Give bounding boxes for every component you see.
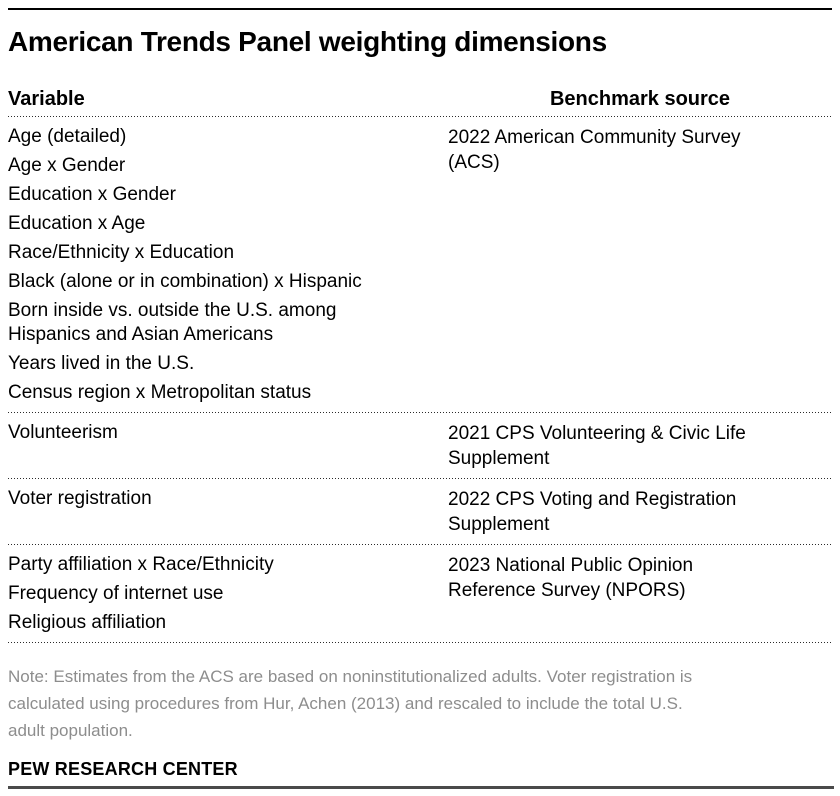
variable-cell: Age (detailed) — [8, 126, 127, 147]
footer-brand: PEW RESEARCH CENTER — [8, 759, 238, 779]
variable-cell: Voter registration — [8, 488, 152, 509]
column-header-benchmark-source: Benchmark source — [549, 88, 731, 110]
variable-cell: Education x Gender — [8, 184, 176, 205]
variable-cell: Census region x Metropolitan status — [8, 382, 312, 403]
column-header-variable: Variable — [8, 88, 85, 110]
group-divider — [8, 544, 832, 545]
table-group-acs: Age (detailed) Age x Gender Education x … — [8, 117, 832, 412]
top-rule — [8, 8, 832, 10]
variable-cell: Race/Ethnicity x Education — [8, 242, 235, 263]
variable-cell: Black (alone or in combination) x Hispan… — [8, 271, 362, 292]
table-group-voter-registration: Voter registration 2022 CPS Voting and R… — [8, 479, 832, 544]
variable-cell: Born inside vs. outside the U.S. among H… — [8, 300, 337, 345]
variable-column: Party affiliation x Race/Ethnicity Frequ… — [8, 553, 448, 635]
group-divider — [8, 478, 832, 479]
variable-column: Voter registration — [8, 487, 448, 537]
benchmark-source-cell: 2022 American Community Survey (ACS) — [448, 127, 741, 173]
variable-cell: Religious affiliation — [8, 612, 167, 633]
page-title: American Trends Panel weighting dimensio… — [8, 26, 607, 57]
variable-cell: Years lived in the U.S. — [8, 353, 195, 374]
header-divider — [8, 116, 832, 117]
variable-cell: Party affiliation x Race/Ethnicity — [8, 554, 274, 575]
benchmark-source-cell: 2021 CPS Volunteering & Civic Life Suppl… — [448, 423, 746, 469]
table-group-volunteerism: Volunteerism 2021 CPS Volunteering & Civ… — [8, 413, 832, 478]
variable-column: Age (detailed) Age x Gender Education x … — [8, 125, 448, 405]
variable-cell: Volunteerism — [8, 422, 118, 443]
variable-cell: Age x Gender — [8, 155, 126, 176]
table-note: Note: Estimates from the ACS are based o… — [8, 667, 693, 740]
group-divider — [8, 412, 832, 413]
table-group-npors: Party affiliation x Race/Ethnicity Frequ… — [8, 545, 832, 642]
variable-column: Volunteerism — [8, 421, 448, 471]
note-divider — [8, 642, 832, 643]
variable-cell: Frequency of internet use — [8, 583, 224, 604]
variable-cell: Education x Age — [8, 213, 146, 234]
benchmark-source-cell: 2022 CPS Voting and Registration Supplem… — [448, 489, 737, 535]
benchmark-source-cell: 2023 National Public Opinion Reference S… — [448, 555, 694, 601]
table-header-row: Variable Benchmark source — [8, 87, 832, 116]
bottom-rule — [8, 786, 834, 789]
